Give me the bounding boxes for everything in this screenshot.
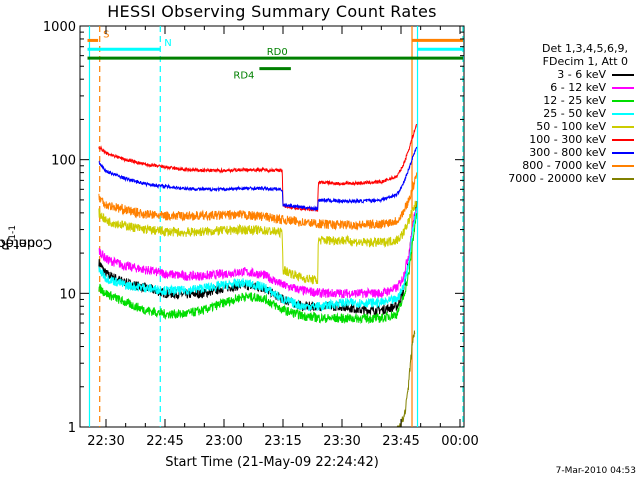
- legend-swatch: [612, 73, 634, 76]
- legend-entry-7: 800 - 7000 keV: [478, 159, 634, 172]
- legend-label: 25 - 50 keV: [543, 107, 606, 120]
- state-bar-label-5: RD4: [233, 71, 254, 82]
- legend-swatch: [612, 99, 634, 102]
- legend-entry-1: 6 - 12 keV: [478, 81, 634, 94]
- series-line-3: [98, 207, 418, 312]
- legend-label: 300 - 800 keV: [529, 146, 606, 159]
- legend: Det 1,3,4,5,6,9, FDecim 1, Att 0 3 - 6 k…: [478, 42, 634, 185]
- legend-swatch: [612, 86, 634, 89]
- x-tick-label-0: 22:30: [87, 434, 124, 449]
- y-axis-label-end: ): [5, 235, 11, 251]
- series-line-7: [98, 172, 418, 231]
- y-axis-label: Count Rate (s-1 detector-1): [0, 225, 52, 250]
- x-tick-label-6: 00:00: [441, 434, 478, 449]
- legend-label: 50 - 100 keV: [536, 120, 606, 133]
- legend-swatch: [612, 138, 634, 141]
- state-bars: S N RD0 RD4: [87, 29, 463, 82]
- state-bar-label-0: S: [103, 29, 109, 40]
- y-tick-label-2: 100: [51, 154, 76, 169]
- legend-swatch: [612, 151, 634, 154]
- legend-swatch: [612, 164, 634, 167]
- data-series: [98, 124, 418, 427]
- y-tick-label-3: 1000: [43, 20, 76, 35]
- legend-entry-2: 12 - 25 keV: [478, 94, 634, 107]
- chart-title: HESSI Observing Summary Count Rates: [107, 2, 437, 21]
- legend-entries: 3 - 6 keV 6 - 12 keV 12 - 25 keV 25 - 50 ke…: [478, 68, 634, 185]
- legend-swatch: [612, 125, 634, 128]
- legend-swatch: [612, 112, 634, 115]
- legend-entry-5: 100 - 300 keV: [478, 133, 634, 146]
- y-axis-label-sup2: -1: [7, 225, 18, 234]
- series-line-8: [396, 330, 416, 427]
- series-line-6: [98, 146, 418, 212]
- state-bar-label-4: RD0: [267, 47, 288, 58]
- y-tick-label-0: 1: [68, 421, 76, 436]
- series-line-4: [98, 200, 418, 285]
- x-tick-label-4: 23:30: [323, 434, 360, 449]
- x-tick-label-5: 23:45: [382, 434, 419, 449]
- state-bar-label-2: N: [164, 38, 171, 49]
- legend-swatch: [612, 177, 634, 180]
- series-line-5: [98, 124, 418, 212]
- legend-entry-8: 7000 - 20000 keV: [478, 172, 634, 185]
- legend-entry-4: 50 - 100 keV: [478, 120, 634, 133]
- legend-label: 3 - 6 keV: [557, 68, 606, 81]
- vertical-markers: [88, 26, 464, 427]
- legend-entry-6: 300 - 800 keV: [478, 146, 634, 159]
- legend-label: 800 - 7000 keV: [522, 159, 606, 172]
- legend-entry-0: 3 - 6 keV: [478, 68, 634, 81]
- y-tick-label-1: 10: [59, 287, 76, 302]
- x-tick-label-3: 23:15: [264, 434, 301, 449]
- x-tick-label-1: 22:45: [146, 434, 183, 449]
- legend-label: 100 - 300 keV: [529, 133, 606, 146]
- legend-label: 6 - 12 keV: [550, 81, 606, 94]
- x-tick-label-2: 23:00: [205, 434, 242, 449]
- axis-ticks: 22:30 22:45 23:00 23:15 23:30 23:45 00:00 1 10 10…: [43, 20, 479, 449]
- series-line-1: [98, 208, 418, 299]
- x-axis-label: Start Time (21-May-09 22:24:42): [165, 455, 379, 470]
- legend-header-line-2: FDecim 1, Att 0: [542, 55, 628, 68]
- series-line-2: [98, 213, 418, 325]
- legend-label: 12 - 25 keV: [543, 94, 606, 107]
- legend-entry-3: 25 - 50 keV: [478, 107, 634, 120]
- plot-frame: [79, 25, 465, 428]
- legend-label: 7000 - 20000 keV: [508, 172, 606, 185]
- legend-header-line-1: Det 1,3,4,5,6,9,: [541, 42, 628, 55]
- timestamp: 7-Mar-2010 04:53: [555, 466, 636, 476]
